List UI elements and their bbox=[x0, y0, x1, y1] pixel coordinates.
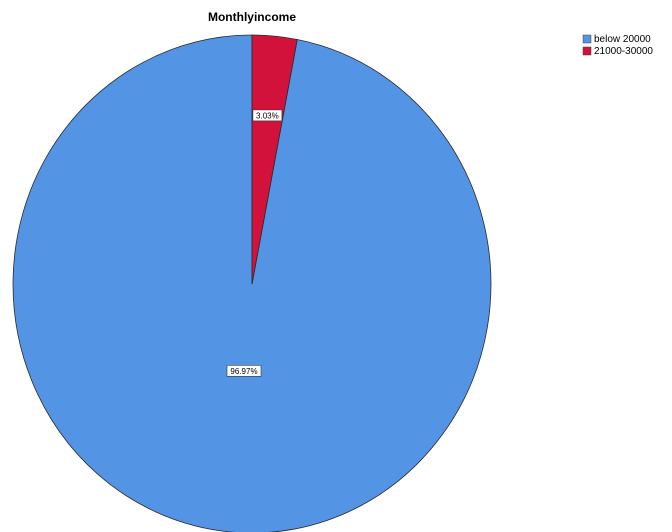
slice-label-below-20000: 96.97% bbox=[230, 367, 257, 376]
slice-label-box-below-20000 bbox=[226, 364, 262, 377]
legend-label-21000-30000: 21000-30000 bbox=[594, 46, 653, 57]
legend-swatch-21000-30000 bbox=[582, 46, 592, 56]
slice-label-box-21000-30000 bbox=[252, 109, 283, 122]
pie-slices bbox=[12, 34, 492, 532]
slice-labels: 96.97% 3.03% bbox=[226, 109, 283, 377]
legend-swatch-below-20000 bbox=[582, 34, 592, 44]
chart-title: Monthlyincome bbox=[208, 10, 296, 24]
slice-label-21000-30000: 3.03% bbox=[256, 111, 279, 120]
pie-slice-21000-30000 bbox=[251, 34, 298, 285]
legend-label-below-20000: below 20000 bbox=[594, 34, 651, 45]
